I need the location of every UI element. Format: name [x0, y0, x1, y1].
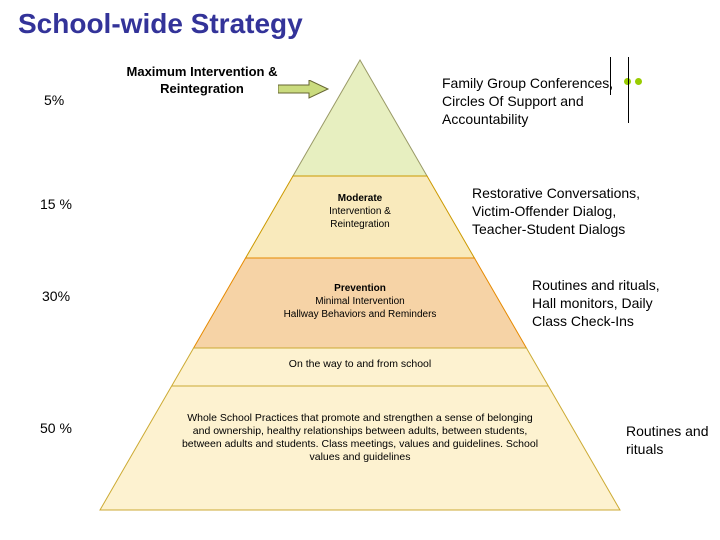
- tier-header: Prevention: [334, 283, 386, 294]
- tier-prevention-label: Prevention Minimal Intervention Hallway …: [260, 282, 460, 321]
- desc-tier4: Routines andrituals: [626, 422, 709, 458]
- tier-line: Intervention &: [329, 206, 391, 217]
- tier-top-line2: Reintegration: [160, 81, 244, 96]
- tier-line: Hallway Behaviors and Reminders: [284, 309, 437, 320]
- tier-moderate-label: Moderate Intervention & Reintegration: [260, 192, 460, 231]
- midline-label: On the way to and from school: [210, 358, 510, 370]
- arrow-icon: [278, 80, 338, 106]
- base-text: Whole School Practices that promote and …: [180, 412, 540, 465]
- desc-tier3: Routines and rituals,Hall monitors, Dail…: [532, 276, 660, 331]
- desc-tier1: Family Group Conferences,Circles Of Supp…: [442, 74, 613, 129]
- tier-header: Moderate: [338, 193, 382, 204]
- tier-line: Reintegration: [330, 219, 389, 230]
- tier-top-line1: Maximum Intervention &: [127, 64, 278, 79]
- desc-tier2: Restorative Conversations,Victim-Offende…: [472, 184, 640, 239]
- tier-top-label: Maximum Intervention & Reintegration: [112, 64, 292, 98]
- tier-line: Minimal Intervention: [315, 296, 404, 307]
